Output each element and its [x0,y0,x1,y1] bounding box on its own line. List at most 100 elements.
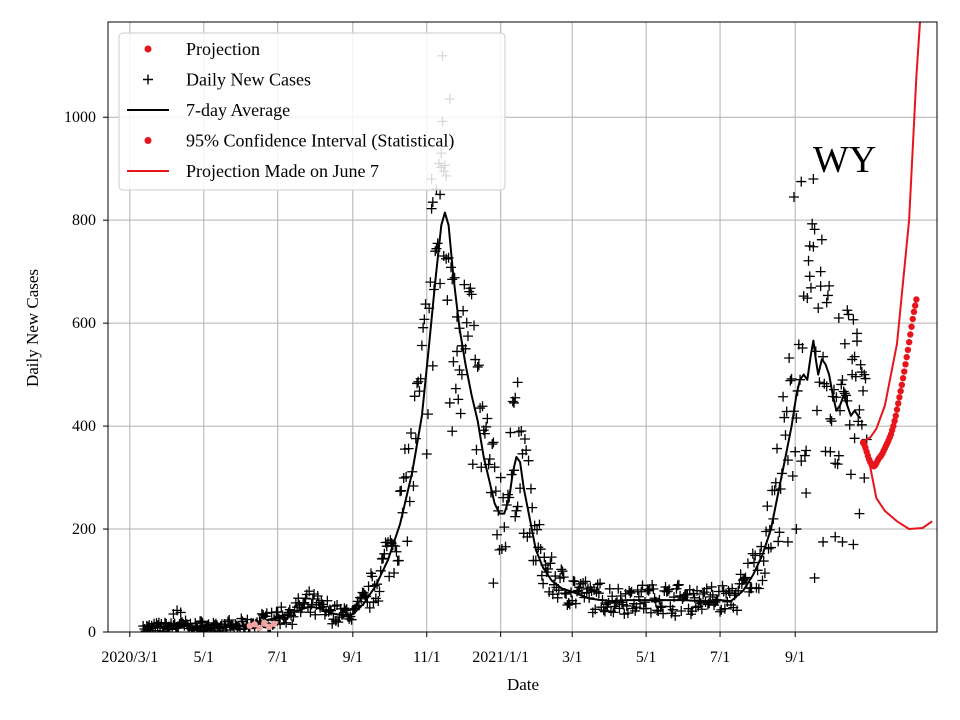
daily-case-marker [287,619,298,630]
daily-case-marker [415,373,426,384]
daily-case-marker [408,480,419,491]
x-tick-label: 7/1 [267,649,287,666]
daily-case-marker [509,397,520,408]
projection-point [896,394,903,401]
daily-case-marker [591,586,602,597]
x-tick-label: 11/1 [413,649,441,666]
daily-case-marker [525,483,536,494]
daily-case-marker [425,277,436,288]
daily-case-marker [704,598,715,609]
y-tick-label: 0 [88,624,96,641]
x-tick-label: 5/1 [194,649,214,666]
daily-case-marker [773,536,784,547]
daily-case-marker [719,603,730,614]
daily-case-marker [419,314,430,325]
daily-case-marker [570,598,581,609]
projection-point [901,368,908,375]
daily-case-marker [808,174,819,185]
daily-case-marker [662,586,673,597]
daily-case-marker [499,522,510,533]
projection-point [911,302,919,309]
daily-case-marker [732,605,743,616]
daily-case-marker [815,281,826,292]
daily-case-marker [396,485,407,496]
daily-case-marker [510,511,521,522]
daily-case-marker [788,192,799,203]
daily-case-marker [500,541,511,552]
daily-case-marker [333,617,344,628]
y-tick-label: 600 [72,315,96,332]
daily-case-marker [740,572,751,583]
daily-case-marker [844,419,855,430]
projection-point [910,308,918,316]
daily-case-marker [807,218,818,229]
daily-case-marker [409,391,420,402]
daily-case-marker [339,603,350,614]
daily-case-marker [175,607,186,618]
daily-case-marker [410,433,421,444]
projection-point [899,375,907,382]
daily-case-marker [426,203,437,214]
x-tick-label: 2020/3/1 [101,649,158,666]
daily-case-marker [648,584,659,595]
projection-point [909,315,916,323]
daily-case-marker [462,331,473,342]
daily-case-marker [467,459,478,470]
daily-case-marker [546,552,557,563]
daily-case-marker [843,309,854,320]
daily-case-marker [825,413,836,424]
projection-point [895,400,902,407]
daily-case-marker [593,588,604,599]
daily-case-marker [759,568,770,579]
projection-point [907,331,914,338]
legend-dot-icon [144,45,152,53]
daily-case-marker [826,416,837,427]
projection-line [862,22,921,443]
daily-case-marker [516,426,527,437]
daily-case-marker [580,576,591,587]
daily-case-marker [607,591,618,602]
daily-case-marker [459,279,470,290]
projection-point [265,623,273,631]
daily-case-marker [552,592,563,603]
daily-case-marker [839,338,850,349]
daily-case-marker [562,600,573,611]
daily-case-marker [472,361,483,372]
daily-case-marker [824,280,835,291]
daily-case-marker [527,502,538,513]
daily-case-marker [538,578,549,589]
daily-case-marker [717,580,728,591]
projection-point [904,346,912,354]
daily-case-marker [750,550,761,561]
daily-case-marker [448,356,459,367]
daily-case-marker [586,585,597,596]
x-tick-label: 3/1 [562,649,582,666]
daily-case-marker [473,360,484,371]
daily-case-marker [770,477,781,488]
daily-case-marker [595,578,606,589]
daily-case-marker [505,427,516,438]
daily-case-marker [765,542,776,553]
daily-case-marker [444,397,455,408]
daily-case-marker [799,450,810,461]
daily-case-marker [658,608,669,619]
daily-case-marker [847,369,858,380]
daily-case-marker [772,443,783,454]
daily-case-marker [545,558,556,569]
seven-day-average-line [145,211,862,631]
plot-area [138,22,933,632]
daily-case-marker [690,602,701,613]
daily-case-marker [511,505,522,516]
daily-case-marker [791,524,802,535]
daily-case-marker [809,224,820,235]
daily-case-marker [435,189,446,200]
daily-case-marker [450,383,461,394]
daily-case-marker [701,583,712,594]
daily-case-marker [814,377,825,388]
projection-point [905,338,913,346]
legend-label: Projection [186,39,260,59]
projection-series [246,619,278,632]
daily-case-marker [748,557,759,568]
y-axis-label: Daily New Cases [23,269,42,387]
